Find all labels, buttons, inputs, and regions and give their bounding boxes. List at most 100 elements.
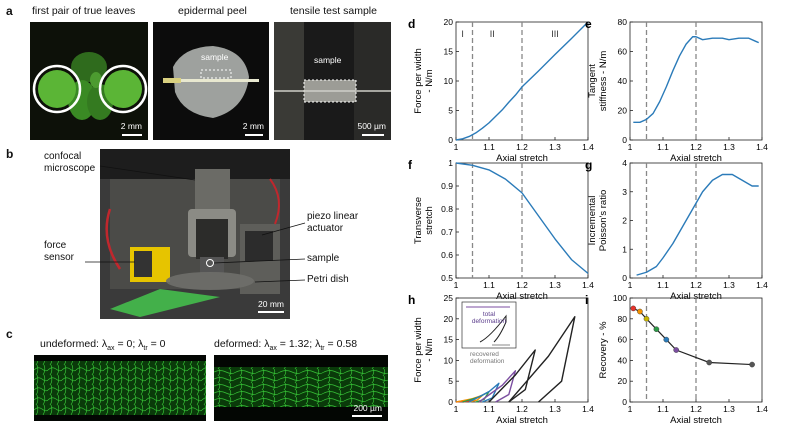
chart-d: d 1 1.1 1.2 1.3 1.4 0 5 10 15 20 Axial stretch Force… xyxy=(408,17,594,164)
y-tick-label: 0 xyxy=(448,135,453,145)
y-tick-label: 0.5 xyxy=(441,273,453,283)
caption-undeformed: undeformed: λax = 0; λtr = 0 xyxy=(40,338,166,353)
y-axis-label-line: Force per width xyxy=(413,48,424,113)
series-line xyxy=(633,307,753,366)
label-piezo-actuator: piezo linear actuator xyxy=(307,211,359,234)
y-tick-label: 1 xyxy=(622,244,627,254)
inset-label-line: deformation xyxy=(472,318,507,325)
inset-label-line: recovered xyxy=(470,351,499,358)
series-line xyxy=(636,173,759,276)
data-point xyxy=(706,359,713,366)
y-tick-label: 20 xyxy=(444,17,454,27)
y-tick-label: 15 xyxy=(444,47,454,57)
y-axis-label: IncrementalPoisson's ratio xyxy=(587,190,609,251)
tensile-sample-label: sample xyxy=(314,55,342,65)
y-tick-label: 20 xyxy=(444,314,454,324)
scalebar-line xyxy=(258,311,284,313)
y-axis-label-line: Incremental xyxy=(587,196,598,246)
region-label: III xyxy=(551,29,559,39)
y-tick-label: 0.7 xyxy=(441,227,453,237)
y-axis-label: Recovery - % xyxy=(598,321,609,379)
leaves-illustration xyxy=(32,52,148,120)
data-point xyxy=(630,305,637,312)
panel-label-c: c xyxy=(6,327,13,341)
peel-sample-label: sample xyxy=(201,52,229,62)
y-tick-label: 100 xyxy=(613,293,627,303)
y-axis-label-line: stiffness - N/m xyxy=(598,51,609,112)
x-tick-label: 1 xyxy=(454,280,459,290)
x-axis-label: Axial stretch xyxy=(496,153,548,164)
x-tick-label: 1.4 xyxy=(756,142,768,152)
y-tick-label: 60 xyxy=(618,47,628,57)
tensile-illustration xyxy=(274,22,391,140)
x-tick-label: 1.3 xyxy=(549,280,561,290)
x-tick-label: 1 xyxy=(454,404,459,414)
peel-illustration xyxy=(163,46,259,118)
caption-tensile-sample: tensile test sample xyxy=(290,5,377,17)
y-tick-label: 10 xyxy=(444,76,454,86)
x-tick-label: 1.2 xyxy=(516,280,528,290)
y-axis-label: Transversestretch xyxy=(413,197,435,244)
x-tick-label: 1.2 xyxy=(516,404,528,414)
y-tick-label: 80 xyxy=(618,17,628,27)
x-axis-label: Axial stretch xyxy=(496,291,548,302)
series-line xyxy=(633,36,759,124)
x-tick-label: 1.2 xyxy=(690,404,702,414)
label-confocal-microscope: confocal microscope xyxy=(44,151,96,174)
x-tick-label: 1.4 xyxy=(582,280,594,290)
label-petri-dish: Petri dish xyxy=(307,274,349,285)
y-tick-label: 1 xyxy=(448,158,453,168)
series-line xyxy=(508,316,576,403)
inset-loop xyxy=(479,314,507,343)
y-tick-label: 40 xyxy=(618,76,628,86)
series-line xyxy=(478,370,517,403)
y-axis-label: Force per width- N/m xyxy=(413,317,435,382)
x-tick-label: 1.3 xyxy=(723,280,735,290)
panel-letter: i xyxy=(585,293,588,307)
y-tick-label: 0 xyxy=(622,397,627,407)
x-tick-label: 1.3 xyxy=(549,404,561,414)
photo-tensile-sample: sample 500 µm xyxy=(274,22,391,140)
panel-label-a: a xyxy=(6,4,13,18)
y-tick-label: 0.9 xyxy=(441,181,453,191)
photo-epidermal-peel: sample 2 mm xyxy=(153,22,269,140)
y-axis-label-line: stretch xyxy=(424,206,435,235)
x-axis-label: Axial stretch xyxy=(496,415,548,426)
scalebar-label: 20 mm xyxy=(258,299,284,309)
image-deformed: 200 µm xyxy=(214,355,388,421)
y-tick-label: 25 xyxy=(444,293,454,303)
y-tick-label: 0 xyxy=(622,273,627,283)
chart-i: i 1 1.1 1.2 1.3 1.4 0 20 40 60 80 100 Axial stretch R… xyxy=(585,293,768,426)
y-axis-label: Tangentstiffness - N/m xyxy=(587,51,609,112)
y-tick-label: 10 xyxy=(444,355,454,365)
data-point xyxy=(673,347,680,353)
panel-letter: h xyxy=(408,293,415,307)
x-tick-label: 1.4 xyxy=(756,404,768,414)
region-label: II xyxy=(490,29,495,39)
y-axis-label-line: Transverse xyxy=(413,197,424,244)
chart-f: f 1 1.1 1.2 1.3 1.4 0.5 0.6 0.7 0.8 0.9 1 Axial stre… xyxy=(408,158,594,302)
x-tick-label: 1.1 xyxy=(483,280,495,290)
series-line xyxy=(455,21,589,141)
data-point xyxy=(749,361,755,368)
x-tick-label: 1.1 xyxy=(657,142,669,152)
scalebar-label: 2 mm xyxy=(242,121,264,131)
data-point xyxy=(663,336,670,343)
y-tick-label: 4 xyxy=(622,158,627,168)
image-undeformed xyxy=(34,355,206,421)
y-tick-label: 20 xyxy=(618,376,628,386)
x-tick-label: 1.3 xyxy=(723,404,735,414)
y-axis-label-line: - N/m xyxy=(424,69,435,92)
label-sample: sample xyxy=(307,253,340,264)
series-line xyxy=(455,162,589,274)
x-tick-label: 1.1 xyxy=(657,404,669,414)
y-tick-label: 15 xyxy=(444,335,454,345)
caption-true-leaves: first pair of true leaves xyxy=(32,5,136,17)
y-tick-label: 3 xyxy=(622,187,627,197)
panel-letter: f xyxy=(408,158,413,172)
data-point xyxy=(643,315,650,322)
scalebar-label: 200 µm xyxy=(353,403,382,413)
x-tick-label: 1 xyxy=(628,142,633,152)
